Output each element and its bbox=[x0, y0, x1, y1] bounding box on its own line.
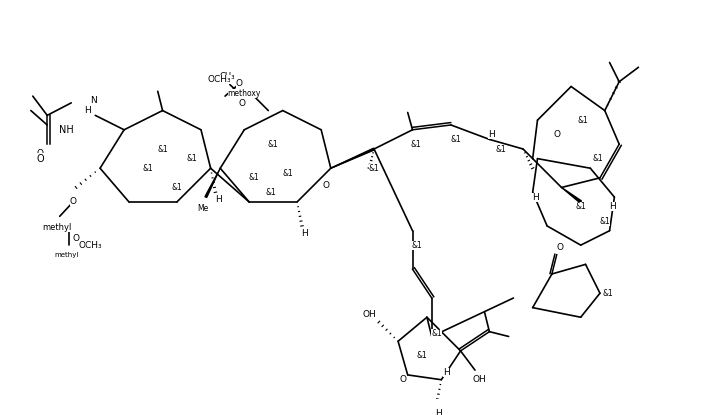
Text: &1: &1 bbox=[412, 241, 423, 250]
Polygon shape bbox=[205, 168, 220, 198]
Text: O: O bbox=[69, 198, 76, 206]
Text: H: H bbox=[532, 193, 539, 202]
Text: OH: OH bbox=[473, 375, 486, 384]
Text: &1: &1 bbox=[576, 202, 586, 211]
Text: O: O bbox=[36, 154, 44, 164]
Polygon shape bbox=[562, 188, 581, 203]
Text: &1: &1 bbox=[450, 135, 461, 144]
Text: H: H bbox=[443, 368, 449, 376]
Text: H: H bbox=[609, 202, 616, 211]
Text: &1: &1 bbox=[249, 173, 259, 182]
Text: N: N bbox=[90, 96, 97, 105]
Text: &1: &1 bbox=[496, 144, 506, 154]
Text: H: H bbox=[301, 229, 308, 238]
Text: H: H bbox=[435, 409, 442, 415]
Text: O: O bbox=[72, 234, 79, 243]
Text: &1: &1 bbox=[416, 351, 428, 360]
Text: O: O bbox=[239, 99, 246, 108]
Text: &1: &1 bbox=[283, 168, 293, 178]
Text: OCH₃: OCH₃ bbox=[79, 241, 102, 250]
Text: &1: &1 bbox=[268, 140, 278, 149]
Text: O: O bbox=[556, 242, 563, 251]
Text: methyl: methyl bbox=[54, 252, 79, 258]
Text: methyl: methyl bbox=[42, 223, 72, 232]
Text: methoxy: methoxy bbox=[228, 89, 261, 98]
Text: NH: NH bbox=[59, 125, 74, 135]
Text: OH: OH bbox=[362, 310, 376, 319]
Text: O: O bbox=[322, 181, 329, 190]
Text: &1: &1 bbox=[410, 140, 421, 149]
Text: &1: &1 bbox=[266, 188, 277, 197]
Text: Me: Me bbox=[197, 204, 209, 213]
Text: &1: &1 bbox=[157, 144, 168, 154]
Text: &1: &1 bbox=[431, 329, 442, 338]
Text: &1: &1 bbox=[602, 289, 613, 298]
Text: OCH₃: OCH₃ bbox=[207, 75, 231, 84]
Text: H: H bbox=[488, 130, 495, 139]
Text: O: O bbox=[236, 79, 243, 88]
Text: O: O bbox=[400, 375, 407, 384]
Text: &1: &1 bbox=[592, 154, 604, 163]
Text: &1: &1 bbox=[143, 164, 154, 173]
Text: &1: &1 bbox=[172, 183, 182, 192]
Text: O: O bbox=[37, 149, 44, 158]
Text: &1: &1 bbox=[186, 154, 197, 163]
Text: CH₃: CH₃ bbox=[219, 72, 235, 81]
Text: &1: &1 bbox=[578, 116, 588, 124]
Text: O: O bbox=[553, 130, 560, 139]
Text: &1: &1 bbox=[369, 164, 379, 173]
Polygon shape bbox=[331, 148, 374, 168]
Text: H: H bbox=[215, 195, 222, 205]
Text: H: H bbox=[84, 106, 91, 115]
Text: &1: &1 bbox=[599, 217, 610, 226]
